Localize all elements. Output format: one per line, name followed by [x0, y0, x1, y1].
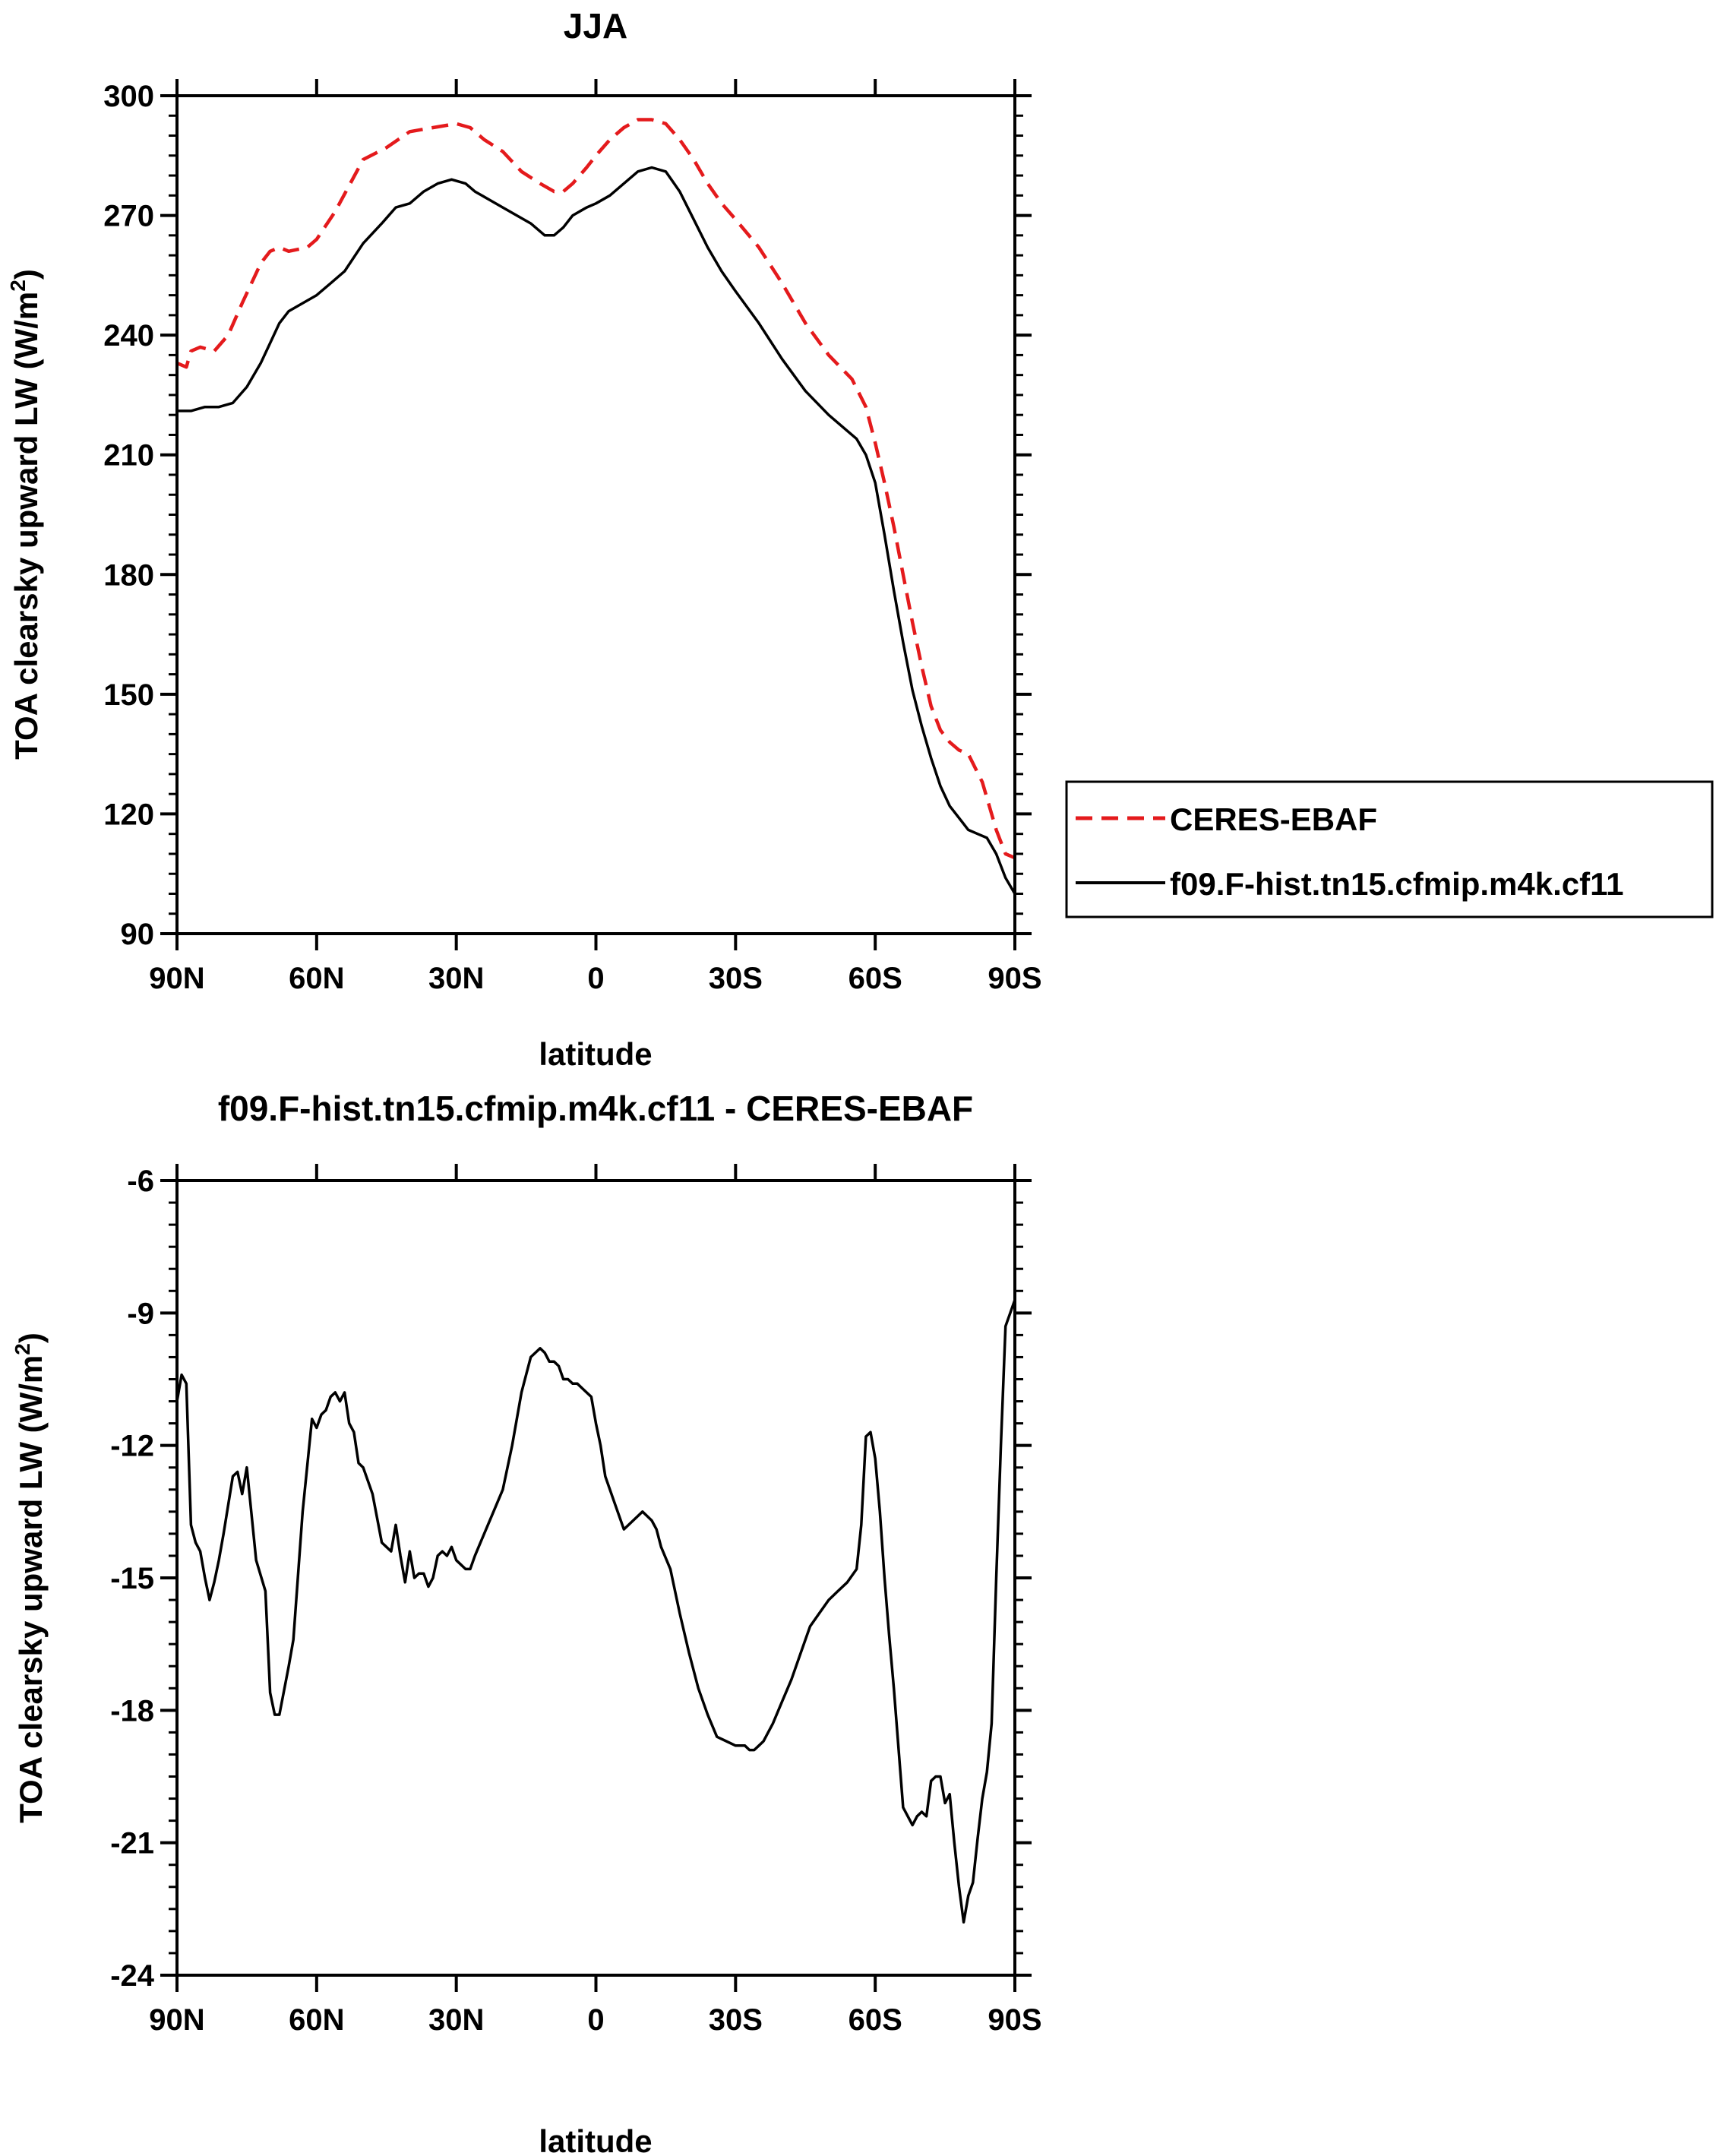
- bottom-chart-x-tick-labels: 90N 60N 30N 0 30S 60S 90S: [149, 2003, 1041, 2037]
- top-ytick-label: 270: [103, 200, 154, 233]
- top-chart-x-tick-labels: 90N 60N 30N 0 30S 60S 90S: [149, 962, 1041, 995]
- top-chart-y-tick-labels: 90 120 150 180 210 240 270 300: [103, 80, 154, 951]
- top-ytick-label: 210: [103, 439, 154, 473]
- top-chart-plot-area: [176, 118, 1016, 895]
- top-ytick-label: 240: [103, 319, 154, 352]
- bottom-ytick-label: -18: [110, 1694, 154, 1728]
- top-ytick-label: 120: [103, 798, 154, 831]
- bottom-xtick-label: 90S: [988, 2003, 1041, 2037]
- top-ytick-label: 90: [121, 918, 155, 951]
- top-xtick-label: 30N: [428, 962, 484, 995]
- bottom-ytick-label: -12: [110, 1430, 154, 1463]
- bottom-chart-plot-area: [175, 1299, 1016, 1924]
- bottom-series-line-difference: [175, 1299, 1016, 1924]
- bottom-chart-x-axis-label: latitude: [539, 2123, 652, 2156]
- bottom-ytick-label: -15: [110, 1562, 154, 1595]
- bottom-xtick-label: 0: [587, 2003, 604, 2037]
- top-ytick-label: 300: [103, 80, 154, 113]
- bottom-xtick-label: 90N: [149, 2003, 204, 2037]
- bottom-chart-title: f09.F-hist.tn15.cfmip.m4k.cf11 - CERES-E…: [218, 1089, 973, 1128]
- top-xtick-label: 90S: [988, 962, 1041, 995]
- bottom-chart-frame: [175, 1179, 1016, 1977]
- top-chart-frame: [175, 94, 1016, 935]
- top-xtick-label: 60N: [289, 962, 344, 995]
- bottom-xtick-label: 30S: [709, 2003, 763, 2037]
- top-chart-y-axis-label-sup: 2: [6, 280, 30, 292]
- bottom-xtick-label: 60S: [849, 2003, 902, 2037]
- top-ytick-label: 180: [103, 558, 154, 592]
- bottom-ytick-label: -24: [110, 1959, 155, 1993]
- bottom-chart-ticks: [160, 1164, 1032, 1992]
- top-chart-y-axis-label-end: ): [8, 269, 44, 280]
- top-chart-ticks: [160, 79, 1032, 950]
- legend: CERES-EBAF f09.F-hist.tn15.cfmip.m4k.cf1…: [1065, 780, 1714, 918]
- bottom-chart-y-axis-label-end: ): [13, 1332, 49, 1343]
- bottom-ytick-label: -21: [110, 1827, 154, 1860]
- bottom-chart-y-tick-labels: -6 -9 -12 -15 -18 -21 -24: [110, 1165, 155, 1993]
- top-chart-y-axis-label: TOA clearsky upward LW (W/m2): [6, 269, 44, 760]
- top-chart-title: JJA: [564, 6, 627, 46]
- legend-label-model: f09.F-hist.tn15.cfmip.m4k.cf11: [1170, 866, 1624, 902]
- top-chart-x-axis-label: latitude: [539, 1036, 652, 1072]
- legend-box: [1065, 780, 1714, 918]
- top-ytick-label: 150: [103, 678, 154, 712]
- bottom-ytick-label: -6: [127, 1165, 154, 1198]
- top-series-line-ceres-ebaf: [176, 118, 1016, 860]
- top-series-line-model: [177, 166, 1016, 895]
- top-xtick-label: 0: [587, 962, 604, 995]
- top-xtick-label: 30S: [709, 962, 763, 995]
- bottom-chart-y-axis-label-sup: 2: [11, 1343, 34, 1355]
- bottom-ytick-label: -9: [127, 1297, 154, 1330]
- bottom-chart-y-axis-label-main: TOA clearsky upward LW (W/m: [13, 1355, 49, 1823]
- top-xtick-label: 90N: [149, 962, 204, 995]
- top-xtick-label: 60S: [849, 962, 902, 995]
- bottom-xtick-label: 30N: [428, 2003, 484, 2037]
- legend-label-ceres-ebaf: CERES-EBAF: [1170, 801, 1377, 837]
- bottom-chart-y-axis-label: TOA clearsky upward LW (W/m2): [11, 1332, 49, 1823]
- bottom-xtick-label: 60N: [289, 2003, 344, 2037]
- top-chart-y-axis-label-main: TOA clearsky upward LW (W/m: [8, 292, 44, 760]
